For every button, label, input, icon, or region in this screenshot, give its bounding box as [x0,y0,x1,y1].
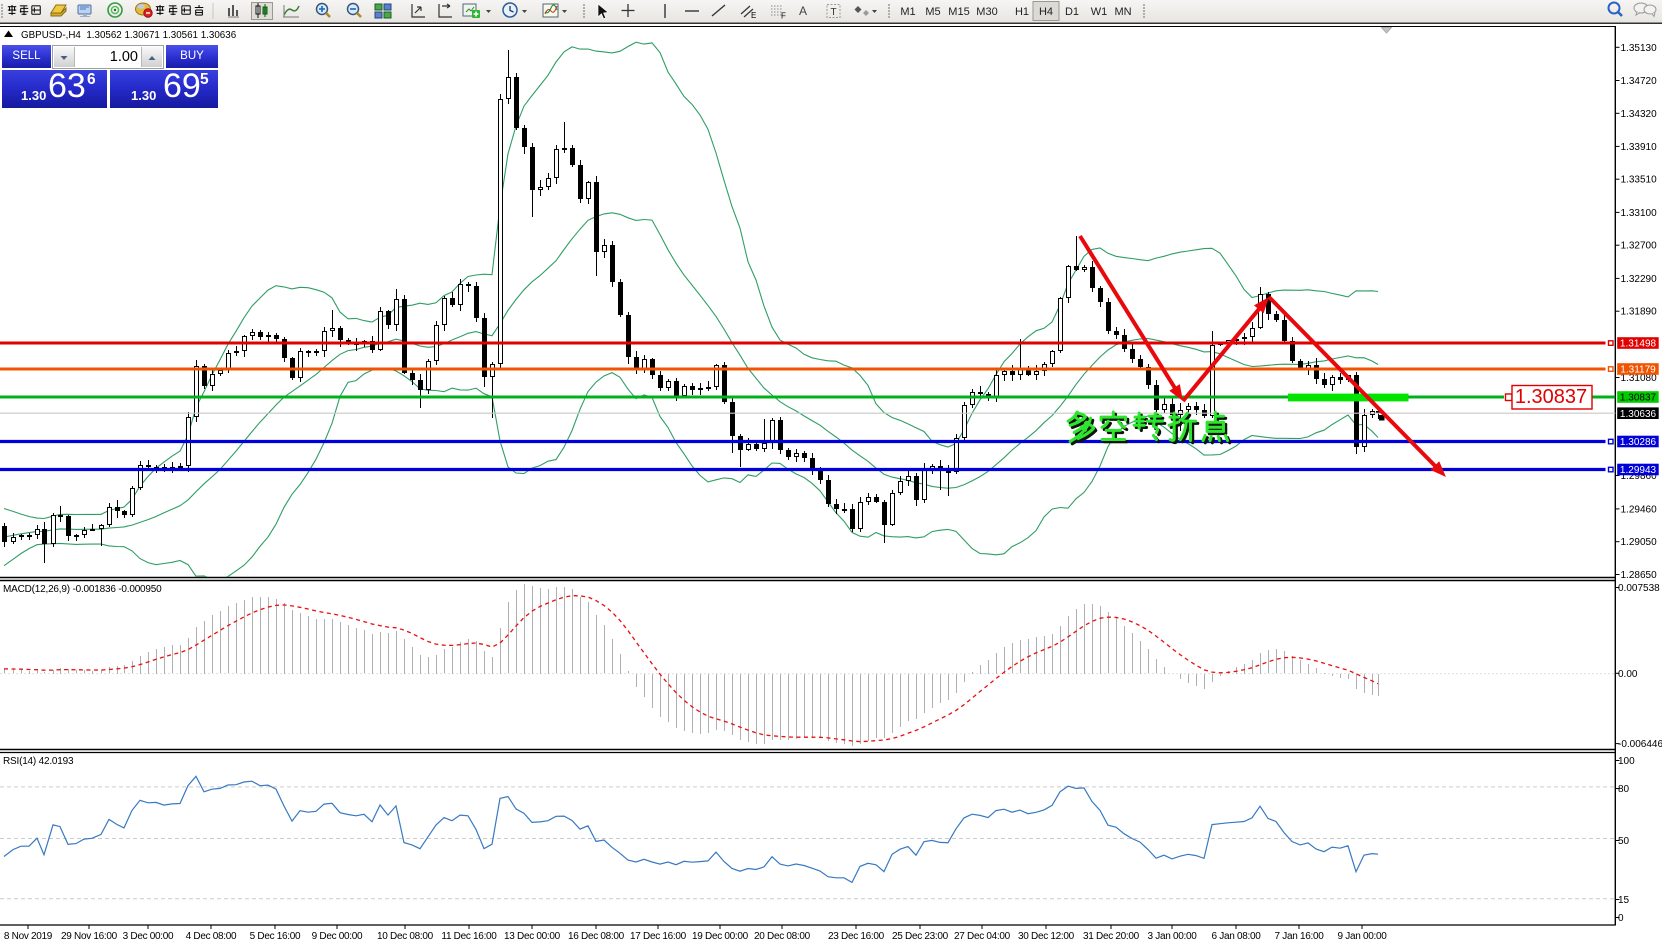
svg-text:20 Dec 08:00: 20 Dec 08:00 [754,931,811,942]
svg-text:30 Dec 12:00: 30 Dec 12:00 [1018,931,1075,942]
svg-text:3 Dec 00:00: 3 Dec 00:00 [123,931,174,942]
svg-text:M5: M5 [925,6,940,18]
svg-text:11 Dec 16:00: 11 Dec 16:00 [441,931,497,942]
svg-text:25 Dec 23:00: 25 Dec 23:00 [892,931,949,942]
svg-text:F: F [781,12,786,21]
svg-text:29 Nov 16:00: 29 Nov 16:00 [61,931,118,942]
svg-text:50: 50 [1618,836,1630,847]
svg-text:80: 80 [1618,784,1630,795]
svg-text:15: 15 [1618,895,1630,906]
svg-text:1.32290: 1.32290 [1621,274,1658,285]
svg-text:1.31080: 1.31080 [1621,373,1658,384]
svg-text:100: 100 [1618,756,1635,767]
svg-text:17 Dec 16:00: 17 Dec 16:00 [630,931,687,942]
svg-text:23 Dec 16:00: 23 Dec 16:00 [828,931,885,942]
svg-text:MACD(12,26,9) -0.001836 -0.000: MACD(12,26,9) -0.001836 -0.000950 [3,584,162,595]
svg-text:M30: M30 [976,6,997,18]
svg-text:5 Dec 16:00: 5 Dec 16:00 [250,931,301,942]
svg-text:1.28650: 1.28650 [1621,570,1658,581]
svg-text:31 Dec 20:00: 31 Dec 20:00 [1083,931,1140,942]
svg-text:1.29050: 1.29050 [1621,537,1658,548]
svg-text:6 Jan 08:00: 6 Jan 08:00 [1212,931,1262,942]
svg-text:0.00: 0.00 [1618,669,1638,680]
svg-text:M15: M15 [948,6,969,18]
svg-text:4 Dec 08:00: 4 Dec 08:00 [186,931,237,942]
svg-text:9 Jan 00:00: 9 Jan 00:00 [1338,931,1388,942]
svg-text:1.30636: 1.30636 [1620,409,1657,420]
svg-text:0.007538: 0.007538 [1618,583,1660,594]
svg-text:0: 0 [1618,913,1624,924]
svg-text:10 Dec 08:00: 10 Dec 08:00 [377,931,434,942]
svg-text:RSI(14) 42.0193: RSI(14) 42.0193 [3,756,74,767]
svg-text:H1: H1 [1015,6,1029,18]
svg-text:1.29943: 1.29943 [1620,465,1657,476]
svg-text:D1: D1 [1065,6,1079,18]
svg-text:1.32700: 1.32700 [1621,241,1658,252]
svg-text:1.31890: 1.31890 [1621,307,1658,318]
svg-text:1.34720: 1.34720 [1621,76,1658,87]
svg-text:E: E [751,11,756,20]
svg-text:1.29460: 1.29460 [1621,504,1658,515]
svg-text:16 Dec 08:00: 16 Dec 08:00 [568,931,625,942]
svg-text:7 Jan 16:00: 7 Jan 16:00 [1275,931,1325,942]
svg-text:1.29860: 1.29860 [1621,471,1658,482]
svg-text:1.30286: 1.30286 [1620,437,1657,448]
svg-text:1.30837: 1.30837 [1620,393,1657,404]
svg-text:13 Dec 00:00: 13 Dec 00:00 [504,931,561,942]
svg-text:T: T [831,7,837,18]
svg-text:-0.006446: -0.006446 [1618,739,1662,750]
svg-text:W1: W1 [1091,6,1108,18]
svg-text:H4: H4 [1039,6,1053,18]
svg-text:M1: M1 [900,6,915,18]
svg-text:1.34320: 1.34320 [1621,109,1658,120]
svg-text:1.33510: 1.33510 [1621,175,1658,186]
svg-text:1.33910: 1.33910 [1621,142,1658,153]
svg-text:1.31179: 1.31179 [1620,365,1656,376]
svg-text:1.35130: 1.35130 [1621,43,1658,54]
svg-text:19 Dec 00:00: 19 Dec 00:00 [692,931,749,942]
svg-text:1.33100: 1.33100 [1621,208,1658,219]
svg-text:1.31498: 1.31498 [1620,339,1657,350]
svg-text:GBPUSD-,H4 1.30562 1.30671 1.: GBPUSD-,H4 1.30562 1.30671 1.30561 1.306… [21,30,237,41]
svg-text:9 Dec 00:00: 9 Dec 00:00 [312,931,363,942]
svg-text:1.30837: 1.30837 [1515,386,1587,408]
svg-text:8 Nov 2019: 8 Nov 2019 [4,931,53,942]
svg-text:3 Jan 00:00: 3 Jan 00:00 [1148,931,1198,942]
svg-text:27 Dec 04:00: 27 Dec 04:00 [954,931,1011,942]
svg-text:A: A [799,4,807,18]
svg-text:MN: MN [1114,6,1131,18]
